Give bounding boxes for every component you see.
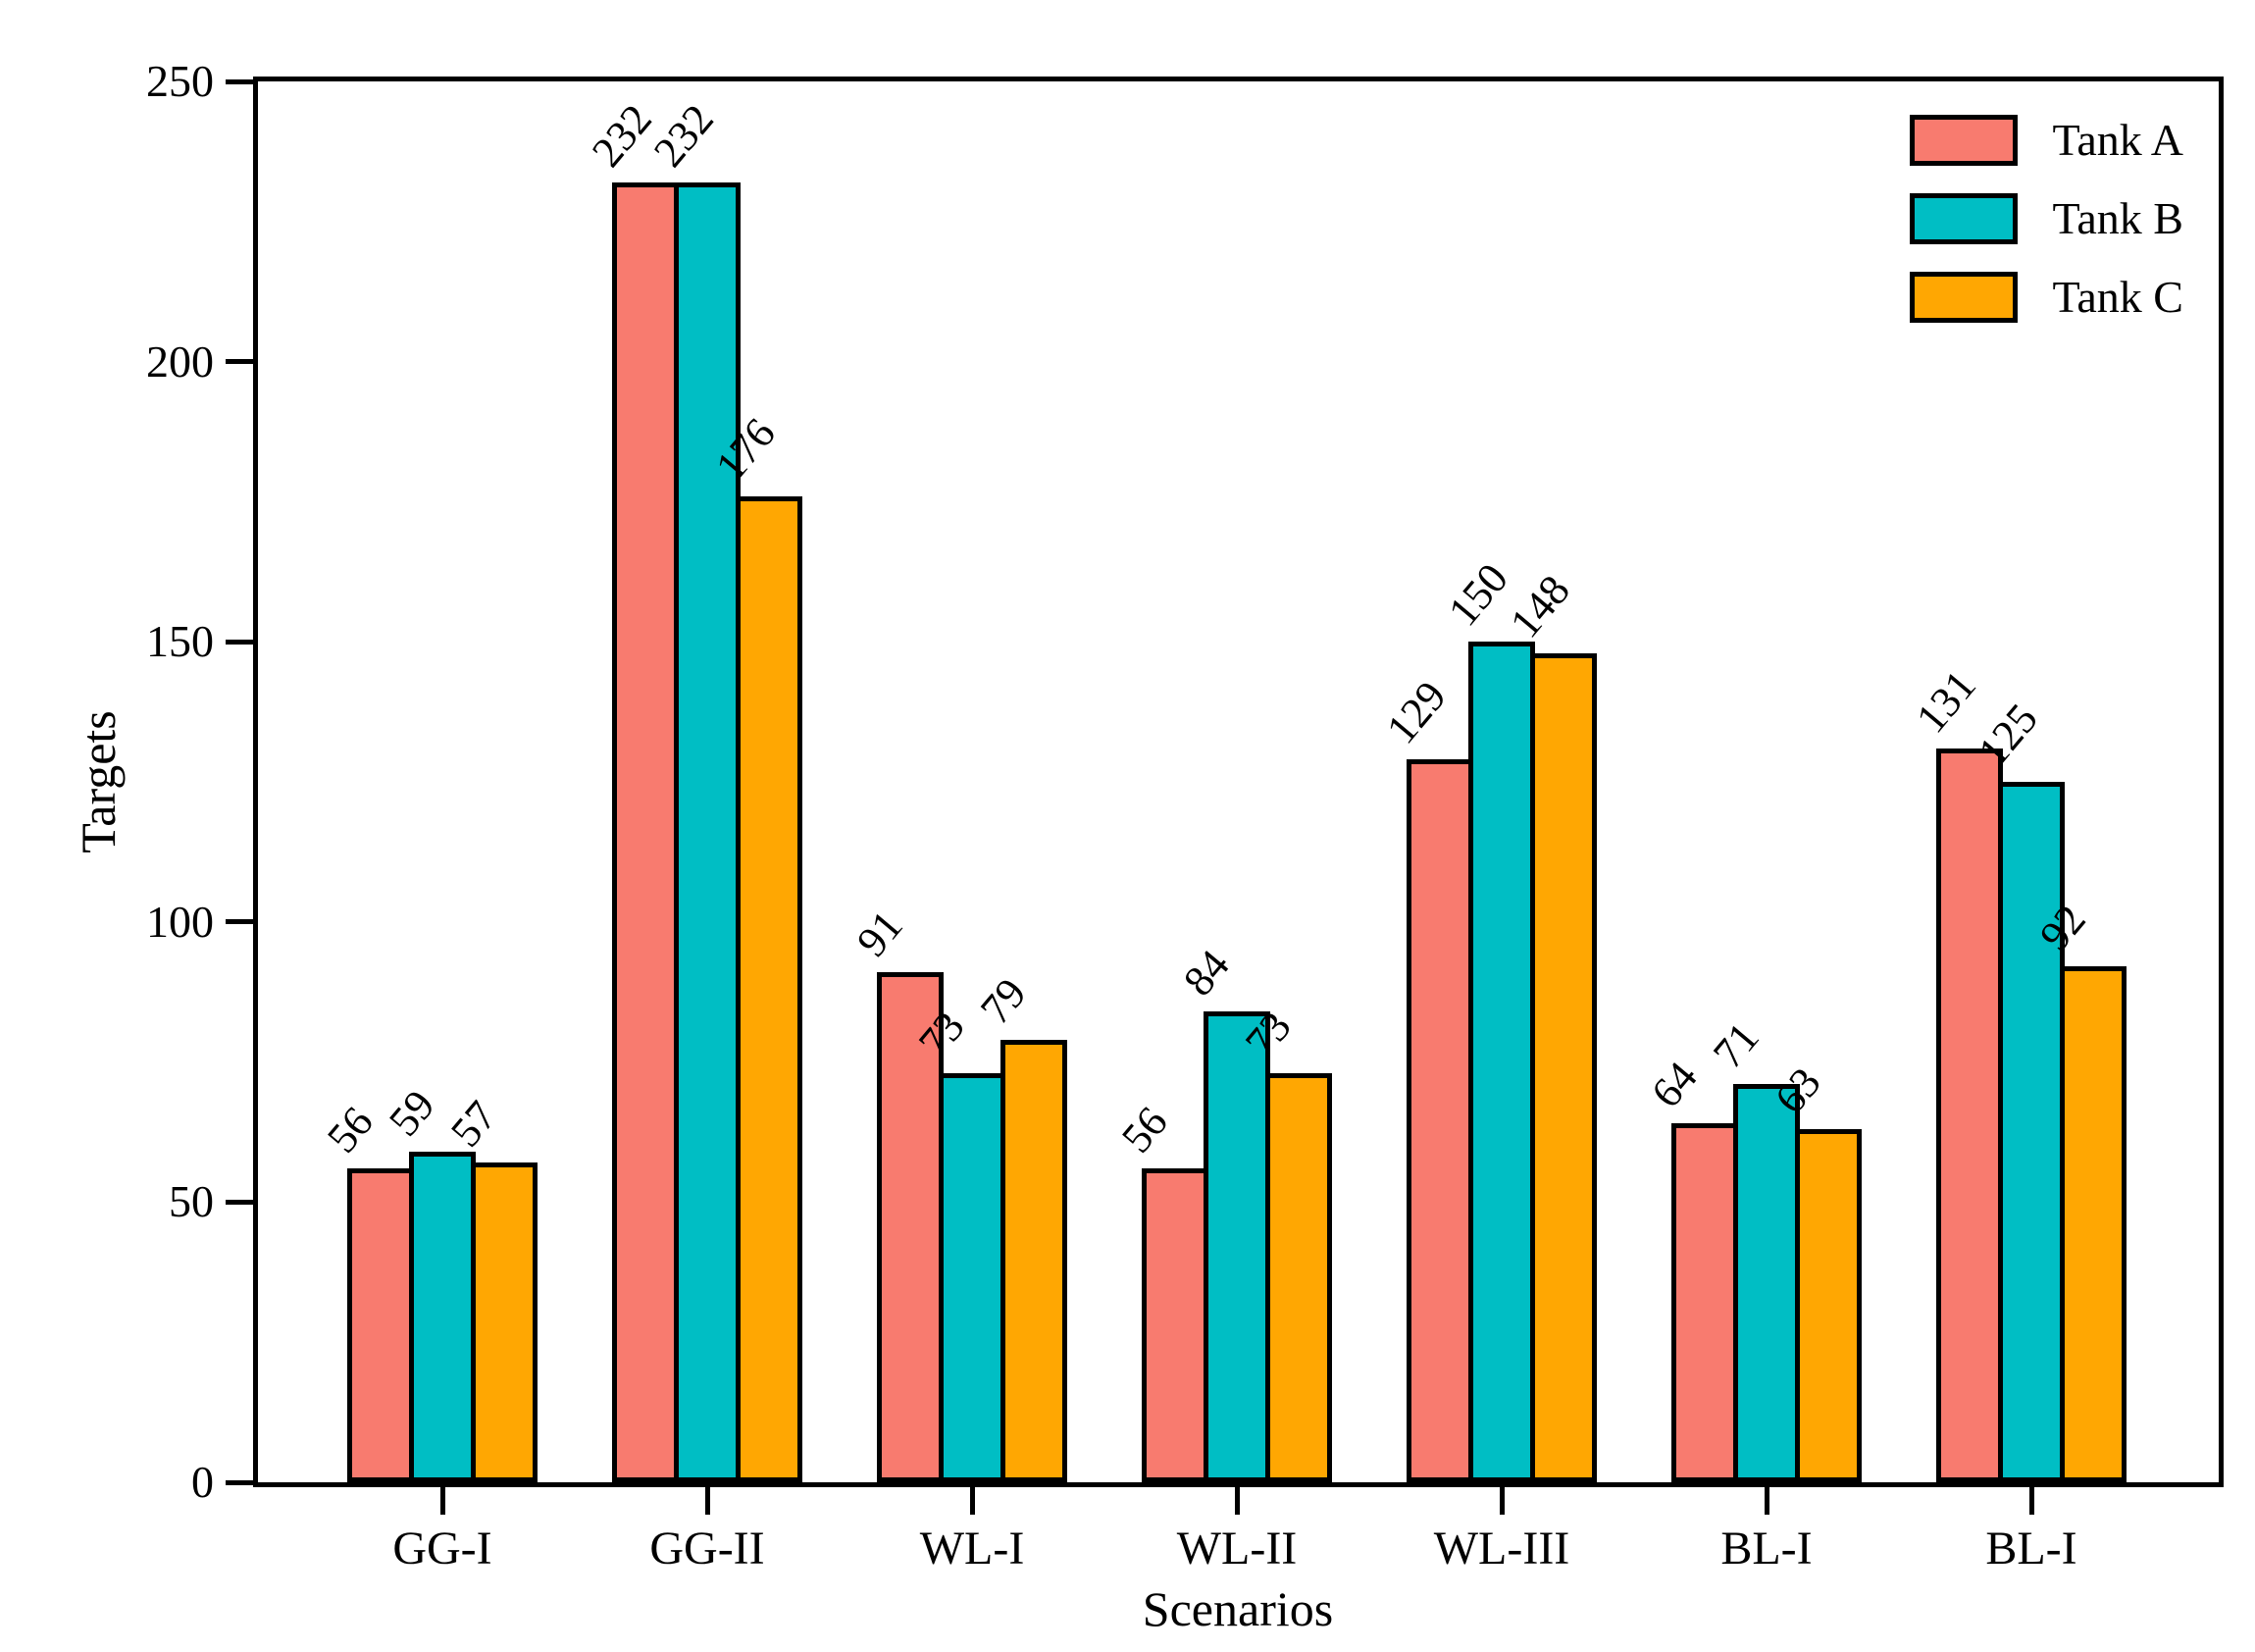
bar-tank-a bbox=[1142, 1168, 1208, 1482]
legend-swatch bbox=[1909, 115, 2018, 166]
y-tick-label: 250 bbox=[146, 56, 214, 106]
bar-tank-c bbox=[2060, 966, 2127, 1482]
y-axis-title: Targets bbox=[71, 710, 126, 853]
y-tick-label: 0 bbox=[191, 1457, 214, 1507]
x-tick bbox=[1234, 1487, 1240, 1515]
x-tick-label: GG-I bbox=[392, 1523, 492, 1575]
legend-item: Tank C bbox=[1909, 272, 2184, 323]
bar-tank-c bbox=[1795, 1129, 1862, 1482]
x-tick bbox=[1764, 1487, 1769, 1515]
bar-value-label: 232 bbox=[582, 95, 661, 177]
legend-label: Tank B bbox=[2052, 193, 2184, 243]
bar-value-label: 91 bbox=[846, 902, 912, 966]
legend-item: Tank A bbox=[1909, 115, 2184, 166]
bar-tank-b bbox=[1998, 782, 2065, 1482]
bar-tank-c bbox=[1530, 653, 1597, 1482]
plot-area: Tank A Tank B Tank C 0 50 100 150 200 250 GG-I GG… bbox=[146, 56, 2224, 1575]
y-tick bbox=[226, 1479, 253, 1485]
bar-tank-b bbox=[1733, 1084, 1800, 1482]
bar-tank-c bbox=[1265, 1073, 1332, 1482]
bar-value-label: 150 bbox=[1438, 554, 1517, 636]
bar-value-label: 131 bbox=[1906, 661, 1985, 743]
y-tick bbox=[226, 919, 253, 925]
bar-value-label: 59 bbox=[379, 1081, 444, 1146]
x-tick-label: WL-II bbox=[1176, 1523, 1298, 1575]
x-tick bbox=[969, 1487, 975, 1515]
y-tick bbox=[226, 78, 253, 84]
bar-value-label: 79 bbox=[970, 969, 1036, 1034]
bar-tank-c bbox=[1000, 1040, 1067, 1482]
x-axis-title: Scenarios bbox=[1142, 1581, 1334, 1636]
x-tick-label: WL-I bbox=[919, 1523, 1025, 1575]
legend: Tank A Tank B Tank C bbox=[1909, 115, 2184, 323]
legend-swatch bbox=[1909, 272, 2018, 323]
bar-value-label: 71 bbox=[1703, 1013, 1768, 1078]
bar-value-label: 148 bbox=[1500, 566, 1579, 647]
x-tick-label: BL-I bbox=[1720, 1523, 1813, 1575]
bar-tank-a bbox=[1671, 1123, 1738, 1482]
bar-tank-a bbox=[1407, 759, 1473, 1482]
x-tick-label: BL-I bbox=[1985, 1523, 2077, 1575]
y-tick-label: 50 bbox=[169, 1176, 214, 1227]
bar-tank-b bbox=[1468, 642, 1535, 1482]
y-tick-label: 150 bbox=[146, 616, 214, 667]
y-tick bbox=[226, 1199, 253, 1205]
legend-item: Tank B bbox=[1909, 193, 2184, 244]
x-tick bbox=[1499, 1487, 1505, 1515]
y-tick-label: 200 bbox=[146, 336, 214, 387]
bar-tank-b bbox=[674, 182, 741, 1482]
bar-tank-a bbox=[612, 182, 679, 1482]
bar-value-label: 84 bbox=[1173, 941, 1239, 1006]
bar-value-label: 129 bbox=[1376, 672, 1456, 753]
legend-swatch bbox=[1909, 193, 2018, 244]
y-tick-label: 100 bbox=[146, 896, 214, 947]
bar-tank-c bbox=[471, 1162, 538, 1482]
bar-value-label: 232 bbox=[643, 95, 723, 177]
bar-tank-b bbox=[409, 1152, 476, 1482]
bar-value-label: 57 bbox=[440, 1092, 506, 1157]
x-tick-label: GG-II bbox=[649, 1523, 765, 1575]
bar-tank-a bbox=[1936, 749, 2003, 1482]
x-tick bbox=[439, 1487, 445, 1515]
y-tick bbox=[226, 359, 253, 365]
x-tick bbox=[704, 1487, 710, 1515]
legend-label: Tank A bbox=[2052, 115, 2184, 165]
bar-value-label: 64 bbox=[1641, 1053, 1707, 1117]
legend-label: Tank C bbox=[2052, 272, 2184, 322]
x-tick-label: WL-III bbox=[1433, 1523, 1570, 1575]
bar-tank-a bbox=[347, 1168, 414, 1482]
x-tick bbox=[2028, 1487, 2034, 1515]
bar-tank-b bbox=[939, 1073, 1005, 1482]
bar-tank-b bbox=[1204, 1011, 1270, 1482]
bar-tank-c bbox=[736, 496, 802, 1482]
y-tick bbox=[226, 639, 253, 645]
bar-value-label: 56 bbox=[317, 1098, 383, 1162]
bar-value-label: 56 bbox=[1111, 1098, 1177, 1162]
